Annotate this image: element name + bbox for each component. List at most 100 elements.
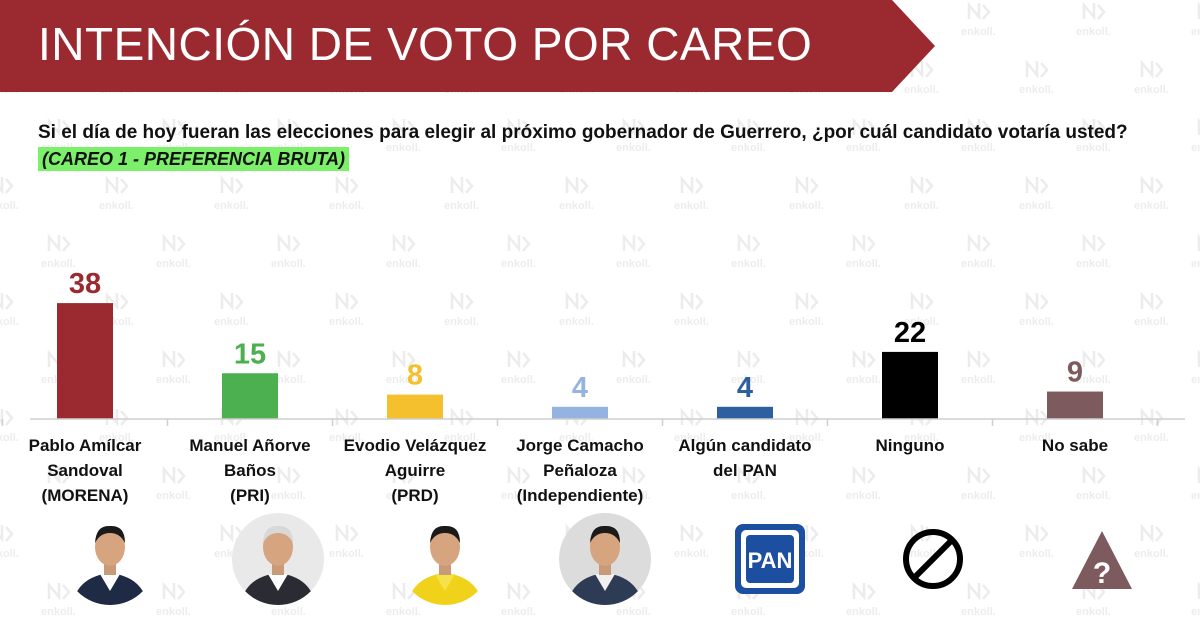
watermark-logo: enkoll.: [214, 175, 249, 212]
bar: [882, 351, 938, 419]
svg-text:enkoll.: enkoll.: [271, 606, 306, 618]
svg-text:enkoll.: enkoll.: [846, 606, 881, 618]
data-label: 15: [234, 338, 266, 370]
bar: [222, 373, 278, 419]
prohibited-icon: [903, 529, 963, 589]
svg-text:enkoll.: enkoll.: [0, 200, 19, 212]
svg-text:enkoll.: enkoll.: [1019, 200, 1054, 212]
watermark-logo: enkoll.: [1191, 581, 1200, 618]
category-label: Jorge Camacho Peñaloza (Independiente): [500, 433, 660, 508]
category-label-line: Pablo Amílcar: [28, 436, 142, 455]
svg-text:enkoll.: enkoll.: [1191, 606, 1200, 618]
svg-text:enkoll.: enkoll.: [789, 200, 824, 212]
watermark-logo: enkoll.: [444, 175, 479, 212]
category-label-line: Ninguno: [875, 436, 945, 455]
watermark-logo: enkoll.: [1191, 1, 1200, 38]
bar: [57, 303, 113, 419]
svg-text:enkoll.: enkoll.: [1076, 26, 1111, 38]
category-label: Algún candidato del PAN: [665, 433, 825, 483]
watermark-logo: enkoll.: [1019, 523, 1054, 560]
watermark-logo: enkoll.: [1191, 117, 1200, 154]
category-label: No sabe: [995, 433, 1155, 458]
category-label-line: No sabe: [1041, 436, 1109, 455]
watermark-logo: enkoll.: [329, 175, 364, 212]
pan-logo-icon: PAN: [735, 524, 805, 594]
svg-text:enkoll.: enkoll.: [156, 606, 191, 618]
svg-text:enkoll.: enkoll.: [1019, 548, 1054, 560]
watermark-logo: enkoll.: [1019, 175, 1054, 212]
data-label: 38: [69, 268, 101, 300]
data-label: 22: [894, 317, 926, 349]
candidate-photo-icon: [64, 513, 156, 605]
svg-text:enkoll.: enkoll.: [674, 548, 709, 560]
data-label: 9: [1067, 357, 1083, 389]
svg-text:enkoll.: enkoll.: [1134, 200, 1169, 212]
svg-text:enkoll.: enkoll.: [961, 606, 996, 618]
svg-text:enkoll.: enkoll.: [99, 200, 134, 212]
chart-subtitle: (CAREO 1 - PREFERENCIA BRUTA): [38, 147, 350, 171]
watermark-logo: enkoll.: [674, 523, 709, 560]
svg-text:enkoll.: enkoll.: [559, 200, 594, 212]
watermark-logo: enkoll.: [559, 175, 594, 212]
data-label: 4: [737, 372, 753, 404]
svg-text:enkoll.: enkoll.: [41, 606, 76, 618]
svg-text:enkoll.: enkoll.: [961, 26, 996, 38]
svg-text:enkoll.: enkoll.: [386, 606, 421, 618]
category-label-line: del PAN: [713, 461, 777, 480]
category-label-line: (MORENA): [41, 486, 129, 505]
category-label-line: Algún candidato: [678, 436, 812, 455]
category-label: Manuel Añorve Baños (PRI): [170, 433, 330, 508]
svg-text:enkoll.: enkoll.: [0, 548, 19, 560]
svg-text:enkoll.: enkoll.: [1019, 84, 1054, 96]
svg-text:enkoll.: enkoll.: [1191, 142, 1200, 154]
page-title: INTENCIÓN DE VOTO POR CAREO: [38, 18, 813, 70]
bar-chart: 38 15 8 4 4 22 9: [1, 268, 1185, 426]
category-label-line: (Independiente): [516, 486, 644, 505]
watermark-logo: enkoll.: [961, 1, 996, 38]
svg-text:enkoll.: enkoll.: [329, 200, 364, 212]
candidate-photo-icon: [399, 513, 491, 605]
watermark-logo: enkoll.: [1076, 1, 1111, 38]
svg-text:enkoll.: enkoll.: [1191, 26, 1200, 38]
svg-text:enkoll.: enkoll.: [616, 606, 651, 618]
category-label-line: Aguirre: [384, 461, 446, 480]
title-banner: [0, 0, 935, 92]
data-label: 4: [572, 372, 588, 404]
category-label: Evodio Velázquez Aguirre (PRD): [335, 433, 495, 508]
category-label-line: Sandoval: [47, 461, 123, 480]
svg-text:enkoll.: enkoll.: [904, 200, 939, 212]
bar: [387, 394, 443, 419]
svg-text:enkoll.: enkoll.: [214, 200, 249, 212]
category-label-line: Peñaloza: [543, 461, 617, 480]
watermark-logo: enkoll.: [1134, 59, 1169, 96]
watermark-logo: enkoll.: [99, 175, 134, 212]
watermark-logo: enkoll.: [904, 175, 939, 212]
question-triangle-icon: ?: [1072, 531, 1132, 590]
svg-text:enkoll.: enkoll.: [1134, 84, 1169, 96]
svg-text:enkoll.: enkoll.: [444, 200, 479, 212]
pan-logo-text: PAN: [748, 548, 793, 573]
data-label: 8: [407, 360, 423, 392]
svg-text:enkoll.: enkoll.: [1076, 606, 1111, 618]
category-label-line: (PRD): [391, 486, 439, 505]
svg-text:enkoll.: enkoll.: [329, 548, 364, 560]
watermark-logo: enkoll.: [0, 177, 19, 212]
watermark-logo: enkoll.: [501, 581, 536, 618]
watermark-logo: enkoll.: [1134, 175, 1169, 212]
category-label-line: (PRI): [230, 486, 270, 505]
category-label: Ninguno: [830, 433, 990, 458]
bar: [717, 406, 773, 419]
svg-text:enkoll.: enkoll.: [674, 200, 709, 212]
bar: [552, 406, 608, 419]
watermark-logo: enkoll.: [329, 523, 364, 560]
watermark-logo: enkoll.: [846, 581, 881, 618]
watermark-logo: enkoll.: [674, 175, 709, 212]
svg-text:enkoll.: enkoll.: [731, 606, 766, 618]
candidate-photo-icon: [559, 513, 651, 605]
survey-question: Si el día de hoy fueran las elecciones p…: [38, 122, 1128, 143]
category-label-line: Jorge Camacho: [516, 436, 644, 455]
watermark-logo: enkoll.: [156, 581, 191, 618]
svg-text:enkoll.: enkoll.: [501, 606, 536, 618]
category-label-line: Evodio Velázquez: [343, 436, 487, 455]
question-mark: ?: [1093, 557, 1111, 590]
